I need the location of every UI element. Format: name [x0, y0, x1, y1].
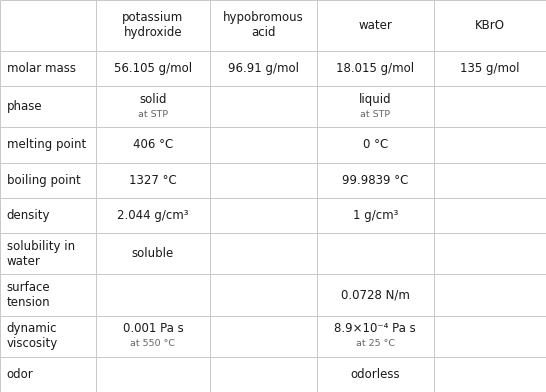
Text: KBrO: KBrO — [475, 19, 505, 32]
Text: 1327 °C: 1327 °C — [129, 174, 177, 187]
Text: 56.105 g/mol: 56.105 g/mol — [114, 62, 192, 75]
Text: at STP: at STP — [360, 109, 390, 118]
Text: molar mass: molar mass — [7, 62, 75, 75]
Text: soluble: soluble — [132, 247, 174, 260]
Text: 135 g/mol: 135 g/mol — [460, 62, 520, 75]
Text: 0.001 Pa s: 0.001 Pa s — [122, 322, 183, 335]
Text: odorless: odorless — [351, 368, 400, 381]
Text: melting point: melting point — [7, 138, 86, 151]
Text: at STP: at STP — [138, 109, 168, 118]
Text: 0.0728 N/m: 0.0728 N/m — [341, 289, 410, 301]
Text: odor: odor — [7, 368, 33, 381]
Text: 96.91 g/mol: 96.91 g/mol — [228, 62, 299, 75]
Text: solid: solid — [139, 93, 167, 106]
Text: phase: phase — [7, 100, 42, 113]
Text: potassium
hydroxide: potassium hydroxide — [122, 11, 183, 39]
Text: liquid: liquid — [359, 93, 391, 106]
Text: at 25 °C: at 25 °C — [356, 339, 395, 348]
Text: boiling point: boiling point — [7, 174, 80, 187]
Text: 2.044 g/cm³: 2.044 g/cm³ — [117, 209, 188, 222]
Text: dynamic
viscosity: dynamic viscosity — [7, 322, 58, 350]
Text: density: density — [7, 209, 50, 222]
Text: water: water — [358, 19, 393, 32]
Text: at 550 °C: at 550 °C — [130, 339, 175, 348]
Text: 406 °C: 406 °C — [133, 138, 173, 151]
Text: 18.015 g/mol: 18.015 g/mol — [336, 62, 414, 75]
Text: solubility in
water: solubility in water — [7, 240, 75, 268]
Text: 8.9×10⁻⁴ Pa s: 8.9×10⁻⁴ Pa s — [335, 322, 416, 335]
Text: hypobromous
acid: hypobromous acid — [223, 11, 304, 39]
Text: 0 °C: 0 °C — [363, 138, 388, 151]
Text: surface
tension: surface tension — [7, 281, 50, 309]
Text: 1 g/cm³: 1 g/cm³ — [353, 209, 398, 222]
Text: 99.9839 °C: 99.9839 °C — [342, 174, 408, 187]
